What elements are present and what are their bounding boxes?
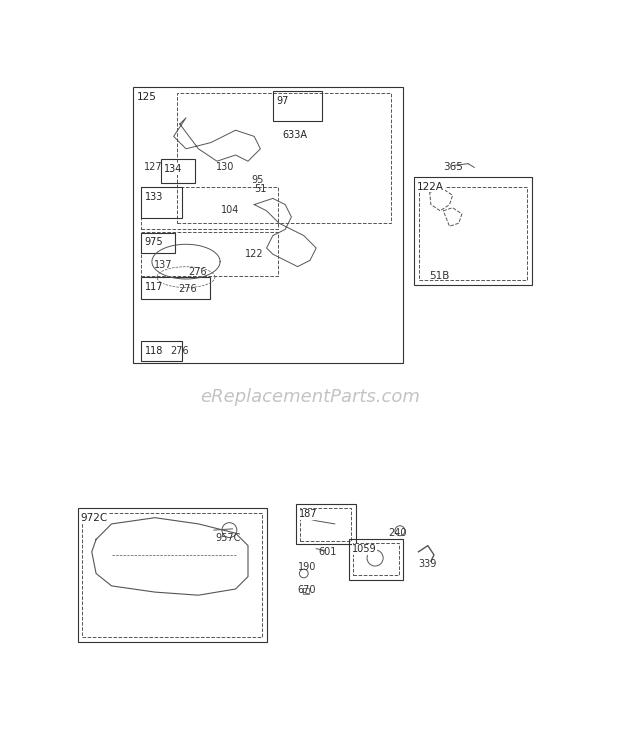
Bar <box>349 539 403 580</box>
Bar <box>161 159 195 183</box>
Bar <box>414 177 532 285</box>
Bar <box>141 232 175 253</box>
Text: 104: 104 <box>221 205 240 214</box>
Text: 601: 601 <box>318 547 337 557</box>
Bar <box>300 508 351 541</box>
Text: 339: 339 <box>418 559 437 569</box>
Bar <box>418 187 527 280</box>
Text: 190: 190 <box>298 562 316 572</box>
Text: 365: 365 <box>443 162 463 173</box>
Text: 95: 95 <box>251 175 264 185</box>
Text: 972C: 972C <box>81 513 108 523</box>
Text: 51: 51 <box>254 184 267 194</box>
Text: 130: 130 <box>216 162 234 173</box>
Bar <box>141 187 278 229</box>
Text: 97: 97 <box>276 96 288 106</box>
Bar <box>78 508 267 641</box>
Text: 276: 276 <box>188 266 206 277</box>
Bar <box>353 543 399 575</box>
Text: 118: 118 <box>144 346 163 356</box>
Text: 127: 127 <box>144 162 162 173</box>
Text: 633A: 633A <box>282 130 307 140</box>
Bar <box>133 87 403 362</box>
Text: 1059: 1059 <box>352 545 377 554</box>
Text: 975: 975 <box>144 237 163 248</box>
Text: eReplacementParts.com: eReplacementParts.com <box>200 388 420 405</box>
Bar <box>82 513 262 638</box>
Bar <box>273 91 322 121</box>
Text: 117: 117 <box>144 282 163 292</box>
Text: 670: 670 <box>298 586 316 595</box>
Text: 125: 125 <box>136 92 156 102</box>
Text: 240: 240 <box>389 527 407 538</box>
Text: 122A: 122A <box>417 182 445 192</box>
Bar <box>141 232 278 276</box>
Bar <box>141 341 182 361</box>
Bar <box>141 277 210 299</box>
Text: 187: 187 <box>299 509 317 519</box>
Text: 51B: 51B <box>430 271 450 281</box>
Text: 137: 137 <box>154 260 172 270</box>
Bar <box>141 187 182 218</box>
Text: 122: 122 <box>245 249 264 259</box>
Text: 276: 276 <box>170 346 189 356</box>
Text: 276: 276 <box>179 284 197 294</box>
Text: 957C: 957C <box>216 533 241 543</box>
Bar <box>296 504 356 545</box>
Text: 134: 134 <box>164 164 183 174</box>
Text: 133: 133 <box>144 192 163 202</box>
Bar <box>177 93 391 223</box>
